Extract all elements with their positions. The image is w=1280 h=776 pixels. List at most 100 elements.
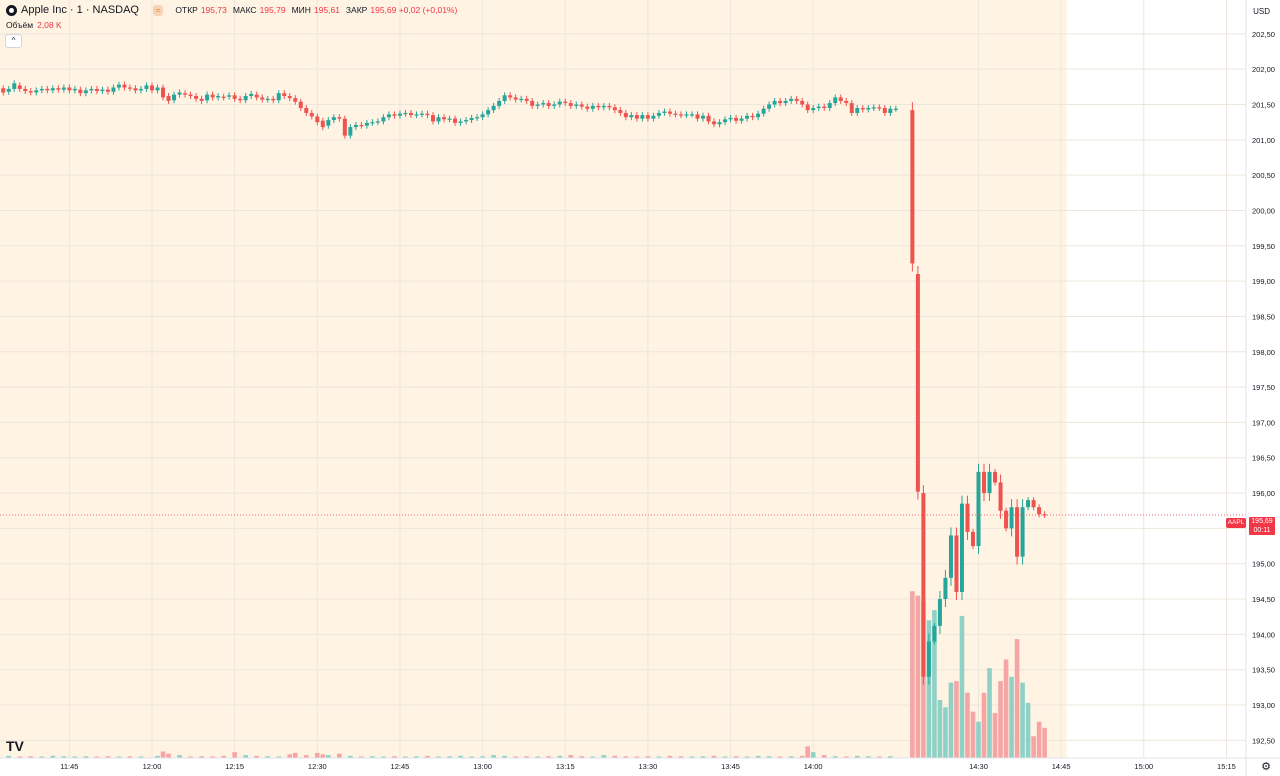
volume-bar — [546, 756, 552, 758]
candle-body — [882, 108, 887, 113]
volume-bar — [337, 753, 342, 758]
volume-label[interactable]: Объём — [6, 20, 34, 30]
volume-bar — [557, 755, 563, 758]
candle-body — [375, 121, 380, 123]
volume-bar — [981, 692, 987, 758]
tradingview-logo-icon[interactable]: TV — [6, 738, 24, 754]
y-tick-label: 197,50 — [1252, 383, 1275, 392]
volume-bar — [6, 755, 12, 758]
volume-bar — [425, 755, 430, 758]
x-tick-label: 13:15 — [556, 762, 575, 771]
candle-body — [414, 114, 419, 116]
settings-gear-icon[interactable]: ⚙ — [1261, 761, 1271, 773]
candle-body — [739, 118, 744, 121]
volume-bar — [320, 754, 326, 758]
y-tick-label: 192,50 — [1252, 736, 1275, 745]
symbol-title[interactable]: Apple Inc · 1 · NASDAQ — [21, 4, 139, 16]
candle-body — [998, 482, 1003, 511]
candle-body — [976, 471, 981, 547]
volume-bar — [39, 756, 45, 758]
candle-body — [392, 114, 397, 116]
volume-bar — [370, 756, 375, 758]
candle-body — [634, 115, 639, 119]
candle-body — [915, 274, 920, 492]
y-tick-label: 199,50 — [1252, 242, 1275, 251]
candle-body — [188, 94, 193, 97]
volume-bar — [810, 752, 816, 758]
volume-bar — [72, 756, 78, 758]
candle-body — [767, 104, 772, 109]
candle-body — [734, 117, 739, 121]
y-tick-label: 197,00 — [1252, 418, 1275, 427]
candle-body — [183, 93, 188, 95]
candle-body — [612, 107, 617, 111]
candle-body — [662, 111, 667, 113]
volume-bar — [678, 756, 684, 758]
candle-body — [469, 117, 474, 121]
ticker-label: AAPL — [1226, 518, 1246, 528]
candle-body — [359, 124, 364, 127]
candle-body — [419, 113, 424, 115]
candle-body — [629, 115, 634, 118]
candle-body — [326, 120, 331, 126]
volume-bar — [843, 756, 849, 758]
collapse-legend-button[interactable]: ^ — [5, 34, 22, 48]
candle-body — [1037, 507, 1042, 515]
candle-body — [701, 115, 705, 119]
volume-bar — [987, 668, 992, 758]
candle-body — [205, 94, 210, 101]
candle-body — [133, 88, 138, 91]
candle-body — [910, 110, 915, 264]
x-tick-label: 12:30 — [308, 762, 327, 771]
candle-body — [827, 103, 832, 109]
currency-button[interactable]: USD — [1253, 7, 1270, 16]
volume-bar — [359, 756, 364, 758]
volume-bar — [733, 756, 739, 758]
candle-body — [970, 531, 975, 547]
apple-logo-icon — [6, 4, 17, 16]
volume-bar — [755, 755, 761, 758]
candle-body — [309, 112, 314, 117]
candle-body — [645, 115, 650, 119]
volume-bar — [832, 756, 838, 758]
volume-bar — [866, 756, 871, 758]
low-value: 195,61 — [313, 5, 340, 15]
volume-bar — [965, 692, 970, 758]
volume-bar — [788, 756, 794, 758]
candle-body — [607, 105, 612, 108]
candle-body — [772, 100, 777, 105]
volume-bar — [568, 755, 574, 758]
candle-body — [579, 104, 584, 107]
ohlc-values: ОТКР 195,73 МАКС 195,79 МИН 195,61 ЗАКР 195,… — [175, 5, 460, 15]
candle-body — [750, 115, 755, 118]
candle-body — [678, 114, 683, 116]
last-price-timer: 00:11 — [1253, 527, 1271, 534]
candle-body — [315, 116, 320, 123]
volume-bar — [1020, 682, 1025, 758]
market-status-badge[interactable]: ≈ — [153, 4, 164, 16]
volume-bar — [744, 756, 750, 758]
volume-bar — [612, 755, 618, 758]
candle-body — [298, 101, 303, 109]
open-label: ОТКР — [175, 5, 198, 15]
candle-body — [271, 98, 276, 101]
y-tick-label: 193,50 — [1252, 666, 1275, 675]
volume-bar — [1025, 702, 1031, 758]
volume-bar — [689, 756, 695, 758]
candle-body — [89, 88, 94, 91]
y-tick-label: 200,50 — [1252, 171, 1275, 180]
y-tick-label: 193,00 — [1252, 701, 1275, 710]
candle-body — [6, 88, 11, 92]
candle-body — [210, 94, 215, 98]
candle-body — [381, 117, 386, 122]
candle-body — [447, 118, 452, 120]
candle-body — [166, 96, 171, 101]
volume-bar — [166, 753, 171, 758]
candle-body — [877, 107, 882, 109]
volume-bar — [821, 755, 827, 758]
candle-body — [497, 100, 502, 106]
candle-body — [860, 108, 865, 110]
candle-body — [623, 112, 628, 118]
candle-body — [932, 625, 937, 642]
